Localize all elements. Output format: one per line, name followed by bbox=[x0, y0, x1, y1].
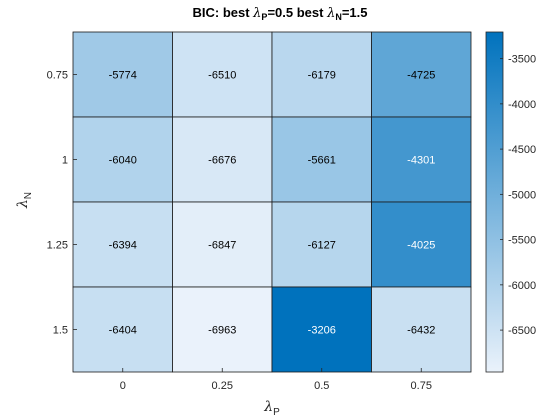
x-axis-label: λP bbox=[263, 399, 280, 418]
x-tick-label: 0.75 bbox=[411, 380, 432, 392]
heatmap-cell bbox=[271, 286, 372, 373]
heatmap-cell bbox=[172, 286, 273, 373]
y-tick-label: 1 bbox=[62, 155, 68, 167]
colorbar-tick-label: -4000 bbox=[508, 99, 536, 111]
cell-value-label: -6676 bbox=[208, 155, 236, 167]
chart-title-text: BIC: best λP=0.5 best λN=1.5 bbox=[193, 5, 368, 22]
x-tick-label: 0.5 bbox=[314, 380, 329, 392]
y-tick-label: 1.5 bbox=[53, 325, 68, 337]
heatmap-cell bbox=[72, 116, 173, 203]
x-axis-label-text: λP bbox=[263, 399, 280, 418]
y-axis-label-text: λN bbox=[15, 192, 34, 209]
y-label-symbol: λ bbox=[15, 199, 31, 209]
title-suffix: =1.5 bbox=[342, 5, 368, 20]
heatmap-cell bbox=[371, 286, 472, 373]
heatmap-cell bbox=[172, 31, 273, 118]
heatmap-cell bbox=[72, 31, 173, 118]
colorbar: -6500 -6000 -5500 -5000 -4500 -4000 -3500 bbox=[485, 31, 536, 373]
title-prefix: BIC: best bbox=[193, 5, 254, 20]
x-label-symbol: λ bbox=[263, 399, 273, 415]
cell-value-label: -6510 bbox=[208, 70, 236, 82]
title-subscript-p: P bbox=[261, 12, 267, 22]
x-tick-label: 0 bbox=[120, 380, 126, 392]
cell-value-label: -6040 bbox=[109, 155, 137, 167]
chart-title: BIC: best λP=0.5 best λN=1.5 bbox=[193, 5, 368, 22]
heatmap-cell bbox=[371, 116, 472, 203]
title-lambda-2: λ bbox=[326, 6, 335, 21]
cell-value-label: -5774 bbox=[109, 70, 137, 82]
y-tick-label: 0.75 bbox=[47, 70, 68, 82]
cell-value-label: -3206 bbox=[308, 325, 336, 337]
colorbar-tick-label: -6000 bbox=[508, 280, 536, 292]
heatmap-cells: -5774 -6510 -6179 -4725 -6040 -6676 -5661 -4301… bbox=[72, 31, 472, 373]
heatmap-cell bbox=[172, 201, 273, 288]
heatmap-cell bbox=[172, 116, 273, 203]
heatmap-cell bbox=[371, 201, 472, 288]
colorbar-tick-label: -3500 bbox=[508, 54, 536, 66]
y-axis-label: λN bbox=[15, 192, 34, 209]
cell-value-label: -6127 bbox=[308, 240, 336, 252]
cell-value-label: -6404 bbox=[109, 325, 137, 337]
colorbar-tick-label: -5500 bbox=[508, 235, 536, 247]
heatmap-cell bbox=[271, 201, 372, 288]
colorbar-gradient bbox=[485, 31, 504, 373]
x-tick-label: 0.25 bbox=[212, 380, 233, 392]
x-label-subscript: P bbox=[273, 407, 280, 418]
cell-value-label: -6179 bbox=[308, 70, 336, 82]
cell-value-label: -6394 bbox=[109, 240, 137, 252]
y-label-subscript: N bbox=[23, 192, 34, 199]
heatmap-cell bbox=[371, 31, 472, 118]
y-tick-label: 1.25 bbox=[47, 240, 68, 252]
title-subscript-n: N bbox=[335, 12, 342, 22]
cell-value-label: -4725 bbox=[407, 70, 435, 82]
title-middle: =0.5 best bbox=[267, 5, 327, 20]
cell-value-label: -6432 bbox=[407, 325, 435, 337]
colorbar-tick-label: -5000 bbox=[508, 189, 536, 201]
cell-value-label: -6847 bbox=[208, 240, 236, 252]
cell-value-label: -4025 bbox=[407, 240, 435, 252]
heatmap-cell bbox=[271, 116, 372, 203]
cell-value-label: -6963 bbox=[208, 325, 236, 337]
cell-value-label: -4301 bbox=[407, 155, 435, 167]
colorbar-tick-label: -6500 bbox=[508, 325, 536, 337]
colorbar-tick-label: -4500 bbox=[508, 144, 536, 156]
y-axis-ticks: 0.75 1 1.25 1.5 bbox=[47, 70, 77, 337]
cell-value-label: -5661 bbox=[308, 155, 336, 167]
title-lambda-1: λ bbox=[252, 6, 261, 21]
x-axis-ticks: 0 0.25 0.5 0.75 bbox=[120, 368, 432, 392]
